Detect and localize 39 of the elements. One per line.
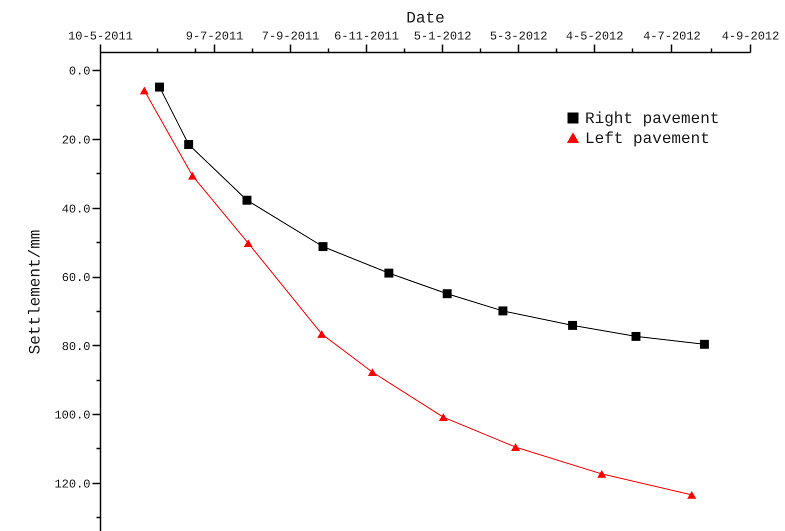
- y-tick-label: 0.0: [68, 64, 90, 79]
- point: [384, 268, 394, 278]
- y-axis-title: Settlement/mm: [26, 230, 44, 354]
- point: [368, 368, 377, 376]
- point: [318, 242, 328, 252]
- x-tick-label: 9-7-2011: [186, 30, 244, 44]
- y-tick-label: 60.0: [62, 271, 90, 286]
- x-tick-label: 4-7-2012: [643, 30, 701, 44]
- point: [244, 239, 253, 248]
- x-tick-label: 4-5-2012: [566, 30, 624, 44]
- point: [438, 413, 448, 422]
- point: [242, 196, 252, 205]
- point: [631, 332, 640, 341]
- point: [511, 443, 520, 451]
- x-tick-label: 7-9-2011: [262, 30, 320, 44]
- point: [700, 340, 709, 349]
- point: [568, 320, 578, 330]
- point: [687, 491, 696, 499]
- point: [317, 330, 326, 338]
- x-tick-label: 10-5-2011: [68, 30, 133, 44]
- point: [155, 82, 164, 92]
- point: [498, 306, 508, 316]
- x-axis-title: Date: [406, 10, 445, 28]
- x-tick-label: 5-1-2012: [414, 30, 472, 44]
- legend-label: Right pavement: [585, 110, 720, 128]
- point: [597, 470, 606, 478]
- point: [188, 172, 197, 180]
- point: [184, 140, 194, 149]
- x-tick-label: 5-3-2012: [490, 30, 548, 44]
- point: [140, 86, 149, 94]
- point: [442, 289, 452, 298]
- y-tick-label: 20.0: [62, 133, 90, 148]
- x-tick-label: 6-11-2011: [334, 30, 399, 44]
- y-tick-label: 80.0: [62, 340, 90, 354]
- x-tick-label: 4-9-2012: [722, 30, 780, 44]
- legend-label: Left pavement: [585, 130, 710, 148]
- y-tick-label: 100.0: [54, 408, 90, 423]
- y-tick-label: 40.0: [62, 202, 90, 216]
- y-tick-label: 120.0: [54, 477, 90, 492]
